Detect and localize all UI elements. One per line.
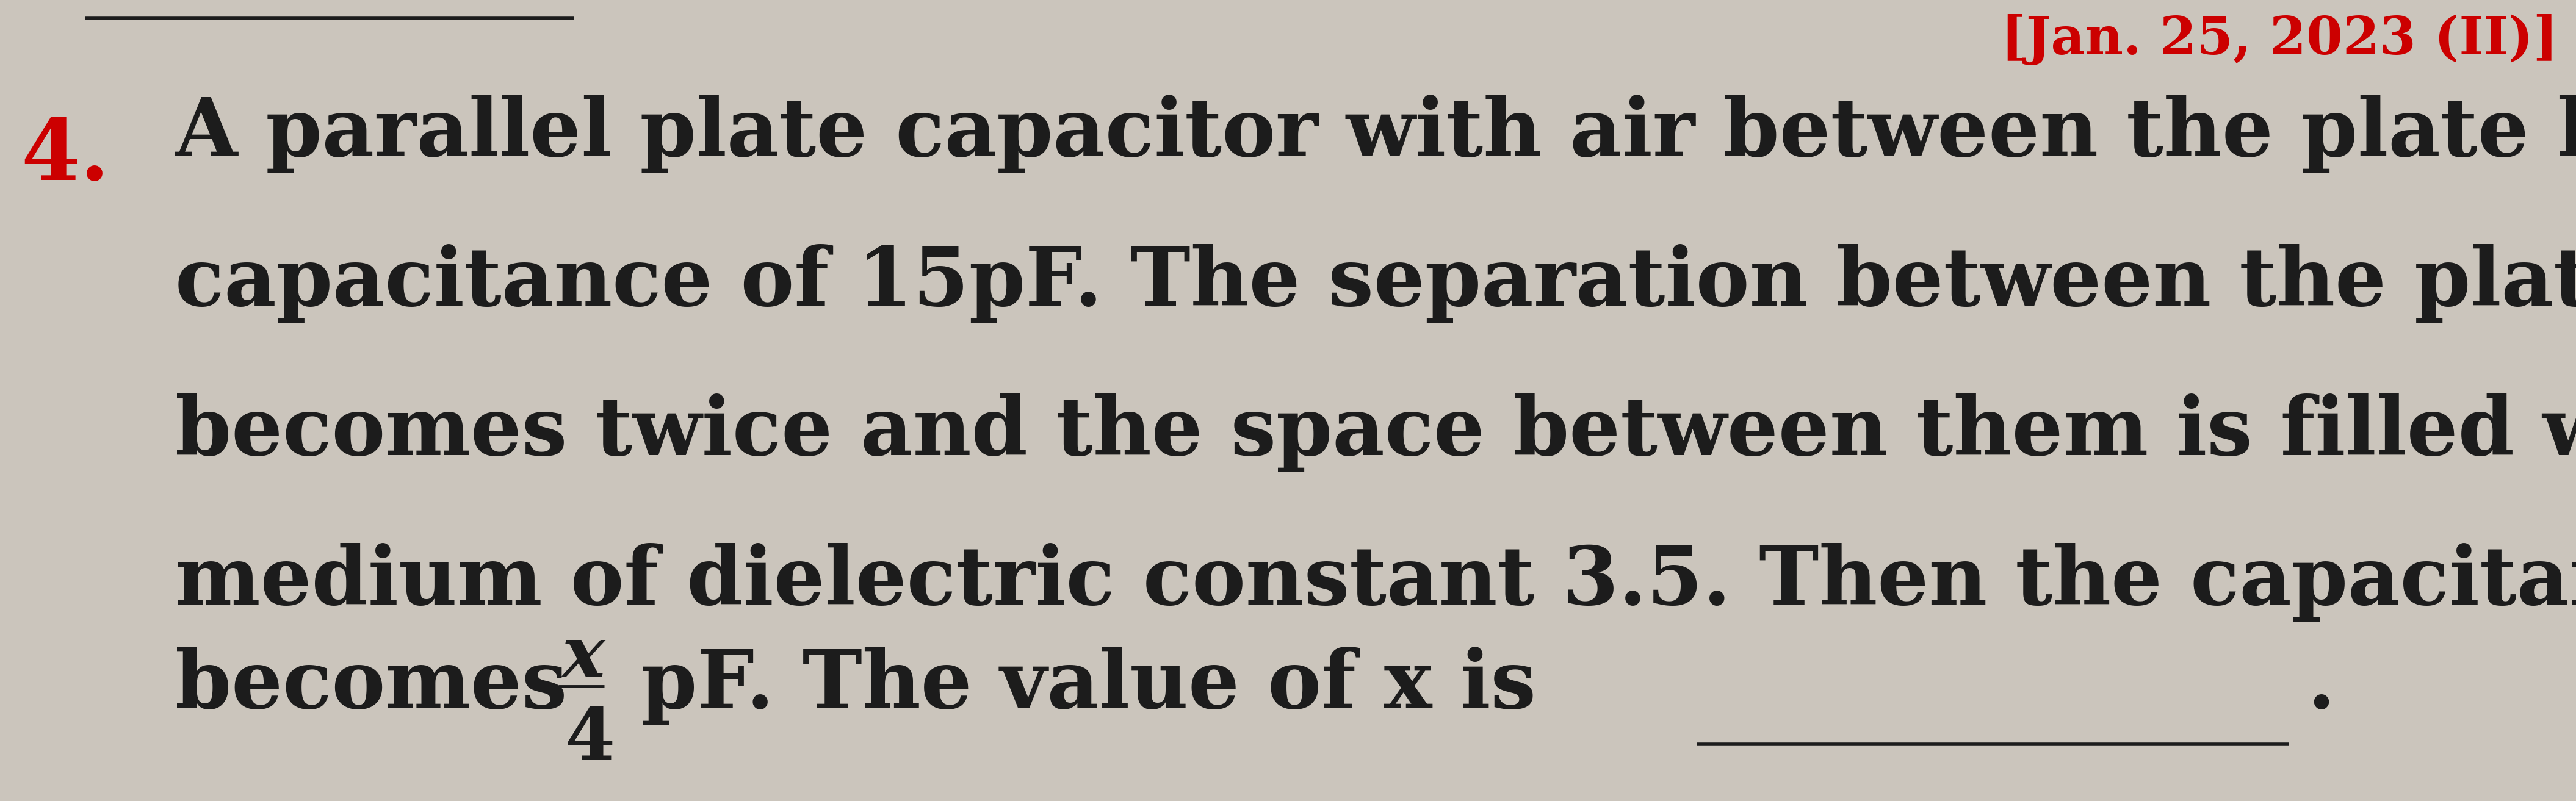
- Text: pF. The value of x is: pF. The value of x is: [641, 646, 1535, 726]
- Text: 4.: 4.: [21, 116, 108, 198]
- Text: 4: 4: [564, 705, 616, 775]
- Text: .: .: [2308, 646, 2334, 726]
- Text: x: x: [562, 622, 605, 692]
- Text: becomes: becomes: [175, 646, 595, 726]
- Text: [Jan. 25, 2023 (II)]: [Jan. 25, 2023 (II)]: [2002, 14, 2558, 65]
- Text: medium of dielectric constant 3.5. Then the capacitance: medium of dielectric constant 3.5. Then …: [175, 543, 2576, 622]
- Text: becomes twice and the space between them is filled with a: becomes twice and the space between them…: [175, 393, 2576, 472]
- Text: capacitance of 15pF. The separation between the plate: capacitance of 15pF. The separation betw…: [175, 244, 2576, 323]
- Text: A parallel plate capacitor with air between the plate has a: A parallel plate capacitor with air betw…: [175, 95, 2576, 173]
